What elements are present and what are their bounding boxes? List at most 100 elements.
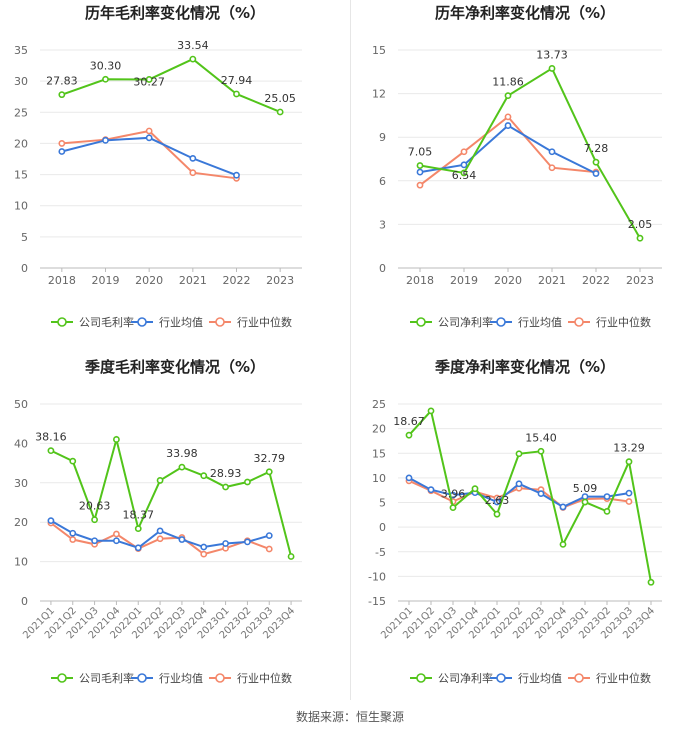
data-point-company — [405, 431, 413, 439]
chart-title: 历年毛利率变化情况（%） — [85, 4, 265, 22]
legend-marker — [416, 673, 426, 683]
data-label: 13.29 — [613, 442, 645, 455]
data-point-company — [47, 447, 55, 455]
data-point-company — [58, 91, 66, 99]
data-point-company — [102, 75, 109, 83]
data-point-median — [200, 550, 208, 558]
chart-panel-3: 季度毛利率变化情况（%）010203040502021Q12021Q22021Q… — [14, 358, 302, 685]
data-label: 5.09 — [573, 482, 598, 495]
data-label: 2.05 — [628, 218, 653, 231]
data-point-company — [189, 55, 197, 63]
y-tick-label: 35 — [14, 44, 28, 57]
x-tick-label: 2019 — [450, 274, 478, 287]
y-tick-label: -15 — [368, 595, 386, 608]
x-tick-label: 2021 — [179, 274, 207, 287]
y-tick-label: 25 — [14, 106, 28, 119]
legend-label: 公司净利率 — [438, 315, 493, 329]
x-tick-label: 2020 — [135, 274, 163, 287]
data-point-company — [504, 92, 512, 100]
data-point-median — [113, 530, 120, 538]
data-point-avg — [504, 122, 512, 129]
data-point-company — [222, 483, 229, 491]
data-label: 11.86 — [492, 76, 524, 89]
data-point-company — [69, 457, 77, 465]
y-tick-label: -5 — [375, 546, 386, 559]
data-point-avg — [244, 538, 251, 546]
legend-item-avg: 行业均值 — [490, 672, 562, 685]
data-point-company — [113, 436, 120, 443]
data-point-avg — [603, 493, 611, 500]
data-point-median — [548, 164, 556, 172]
data-point-company — [581, 498, 589, 506]
data-point-median — [504, 113, 512, 121]
data-label: 30.27 — [133, 75, 165, 88]
y-tick-label: 20 — [14, 137, 28, 150]
data-label: 27.94 — [221, 74, 253, 87]
legend-marker — [574, 317, 584, 327]
legend-label: 行业中位数 — [237, 671, 292, 685]
legend-item-median: 行业中位数 — [568, 671, 651, 685]
x-tick-label: 2018 — [406, 274, 434, 287]
y-tick-label: 6 — [379, 175, 386, 188]
legend-label: 公司毛利率 — [79, 671, 134, 685]
data-point-company — [134, 525, 142, 533]
y-tick-label: 0 — [21, 595, 28, 608]
data-label: 18.37 — [123, 509, 155, 522]
y-tick-label: 0 — [379, 521, 386, 534]
legend-label: 行业均值 — [518, 316, 562, 329]
data-point-company — [460, 169, 468, 177]
data-point-avg — [537, 490, 545, 498]
legend-marker — [215, 317, 225, 327]
data-label: 25.05 — [264, 92, 296, 105]
data-point-company — [592, 158, 600, 166]
data-point-company — [200, 472, 208, 480]
data-point-median — [625, 498, 633, 505]
data-point-avg — [592, 170, 600, 177]
series-line-company — [50, 435, 293, 557]
data-point-avg — [405, 474, 413, 482]
data-point-company — [276, 108, 284, 116]
data-point-company — [244, 478, 251, 486]
data-point-company — [493, 510, 501, 518]
data-point-avg — [189, 154, 197, 162]
data-point-median — [58, 140, 66, 147]
legend-label: 行业中位数 — [596, 671, 651, 685]
y-tick-label: 20 — [14, 516, 28, 529]
data-point-median — [145, 127, 153, 135]
legend-item-avg: 行业均值 — [131, 672, 203, 685]
legend-marker — [496, 317, 506, 327]
legend-item-company: 公司毛利率 — [51, 315, 134, 329]
x-tick-label: 2021 — [538, 274, 566, 287]
x-tick-label: 2018 — [48, 274, 76, 287]
data-point-company — [537, 447, 545, 455]
data-point-company — [647, 578, 655, 586]
y-tick-label: 9 — [379, 131, 386, 144]
y-tick-label: 0 — [21, 262, 28, 275]
data-point-avg — [58, 148, 66, 155]
legend-item-company: 公司净利率 — [410, 671, 493, 685]
data-label: 7.05 — [408, 146, 433, 159]
x-tick-label: 2019 — [92, 274, 120, 287]
data-point-company — [625, 458, 633, 466]
legend-item-median: 行业中位数 — [209, 315, 292, 329]
y-tick-label: 10 — [372, 472, 386, 485]
data-point-avg — [265, 532, 273, 539]
data-label: 7.28 — [584, 142, 609, 155]
data-point-company — [233, 90, 240, 98]
chart-panel-1: 历年毛利率变化情况（%） 0 5 10 15 20 25 30 35 2018 2019 2020 20… — [14, 4, 302, 329]
legend-marker — [57, 673, 67, 683]
data-point-avg — [145, 134, 153, 142]
series-line-company — [419, 67, 641, 239]
legend-item-company: 公司净利率 — [410, 315, 493, 329]
data-label: 38.16 — [35, 431, 67, 444]
legend-item-avg: 行业均值 — [131, 316, 203, 329]
y-tick-label: 10 — [14, 200, 28, 213]
chart-title: 历年净利率变化情况（%） — [435, 4, 615, 22]
legend-label: 行业中位数 — [237, 315, 292, 329]
data-point-median — [460, 148, 468, 156]
y-tick-label: 3 — [379, 218, 386, 231]
x-tick-label: 2022 — [582, 274, 610, 287]
legend-item-median: 行业中位数 — [209, 671, 292, 685]
y-tick-label: 40 — [14, 437, 28, 450]
data-label: 15.40 — [525, 431, 557, 444]
